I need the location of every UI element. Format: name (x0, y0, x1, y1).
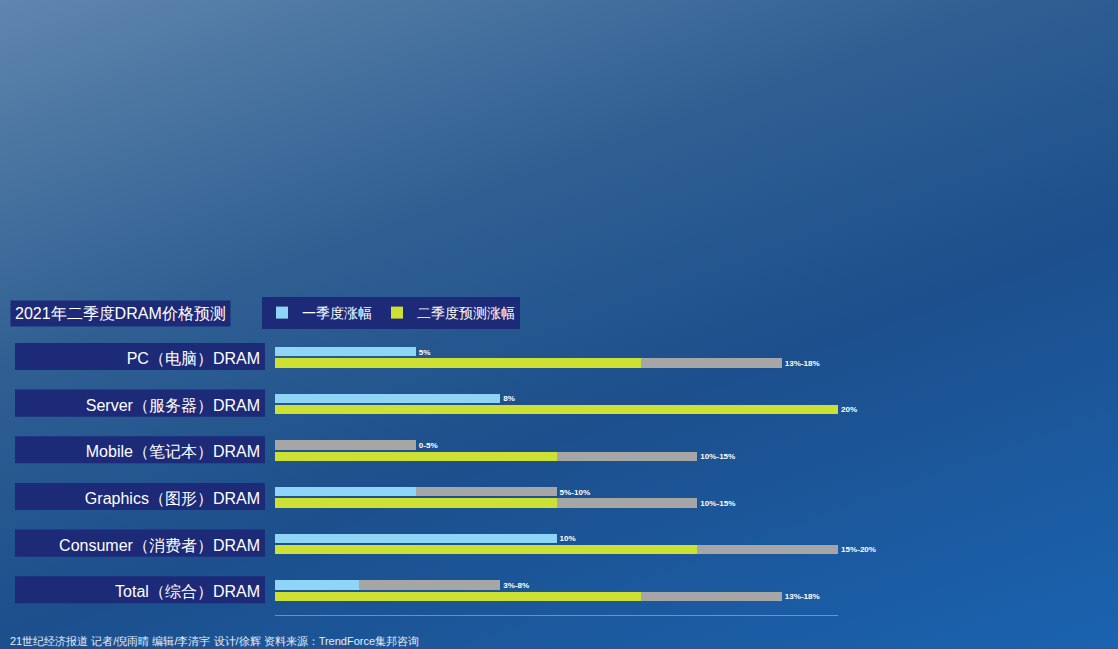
svg-text:一季度涨幅: 一季度涨幅 (302, 305, 372, 321)
svg-text:2021年二季度DRAM价格预测: 2021年二季度DRAM价格预测 (15, 305, 226, 322)
svg-text:Server（服务器）DRAM: Server（服务器）DRAM (86, 397, 260, 414)
svg-text:Total（综合）DRAM: Total（综合）DRAM (115, 583, 260, 600)
svg-text:Mobile（笔记本）DRAM: Mobile（笔记本）DRAM (86, 443, 260, 460)
svg-text:Consumer（消费者）DRAM: Consumer（消费者）DRAM (59, 537, 260, 554)
svg-text:10%-15%: 10%-15% (700, 499, 735, 508)
svg-text:5%: 5% (419, 348, 431, 357)
svg-text:二季度预测涨幅: 二季度预测涨幅 (417, 305, 515, 321)
svg-text:21世纪经济报道 记者/倪雨晴 编辑/李清宇 设计/徐辉 资: 21世纪经济报道 记者/倪雨晴 编辑/李清宇 设计/徐辉 资料来源：TrendF… (10, 635, 419, 647)
svg-text:0-5%: 0-5% (419, 441, 438, 450)
svg-text:PC（电脑）DRAM: PC（电脑）DRAM (127, 350, 260, 367)
svg-text:10%: 10% (560, 534, 576, 543)
svg-text:10%-15%: 10%-15% (700, 452, 735, 461)
svg-text:5%-10%: 5%-10% (560, 488, 591, 497)
svg-text:Graphics（图形）DRAM: Graphics（图形）DRAM (85, 490, 260, 507)
svg-text:13%-18%: 13%-18% (785, 359, 820, 368)
svg-text:13%-18%: 13%-18% (785, 592, 820, 601)
svg-text:8%: 8% (503, 394, 515, 403)
svg-text:3%-8%: 3%-8% (503, 581, 529, 590)
svg-text:15%-20%: 15%-20% (841, 545, 876, 554)
svg-text:20%: 20% (841, 405, 857, 414)
